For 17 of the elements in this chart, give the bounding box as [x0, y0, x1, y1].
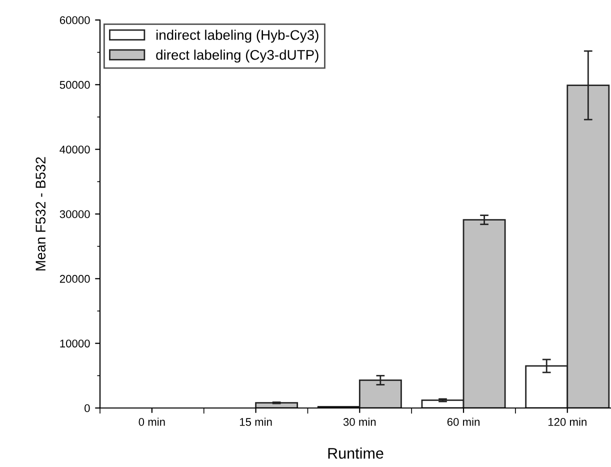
y-tick-label: 60000 [60, 16, 90, 24]
legend-label: indirect labeling (Hyb-Cy3) [156, 30, 318, 43]
x-axis-title: Runtime [328, 448, 384, 459]
y-tick-label: 50000 [60, 80, 90, 89]
y-tick-label: 40000 [60, 146, 90, 154]
x-tick-label: 15 min [240, 418, 272, 426]
y-tick-label: 30000 [60, 210, 90, 218]
x-tick-label: 0 min [138, 418, 165, 426]
x-tick-label: 30 min [343, 418, 376, 426]
x-tick-label: 60 min [447, 418, 480, 426]
bar [255, 402, 298, 408]
x-tick-label: 120 min [548, 418, 586, 426]
legend-label: direct labeling (Cy3-dUTP) [156, 50, 318, 63]
y-tick-label: 0 [84, 404, 90, 412]
y-tick-label: 10000 [60, 340, 90, 348]
y-tick-label: 20000 [60, 274, 90, 283]
y-axis-title: Mean F532 - B532 [36, 157, 46, 270]
